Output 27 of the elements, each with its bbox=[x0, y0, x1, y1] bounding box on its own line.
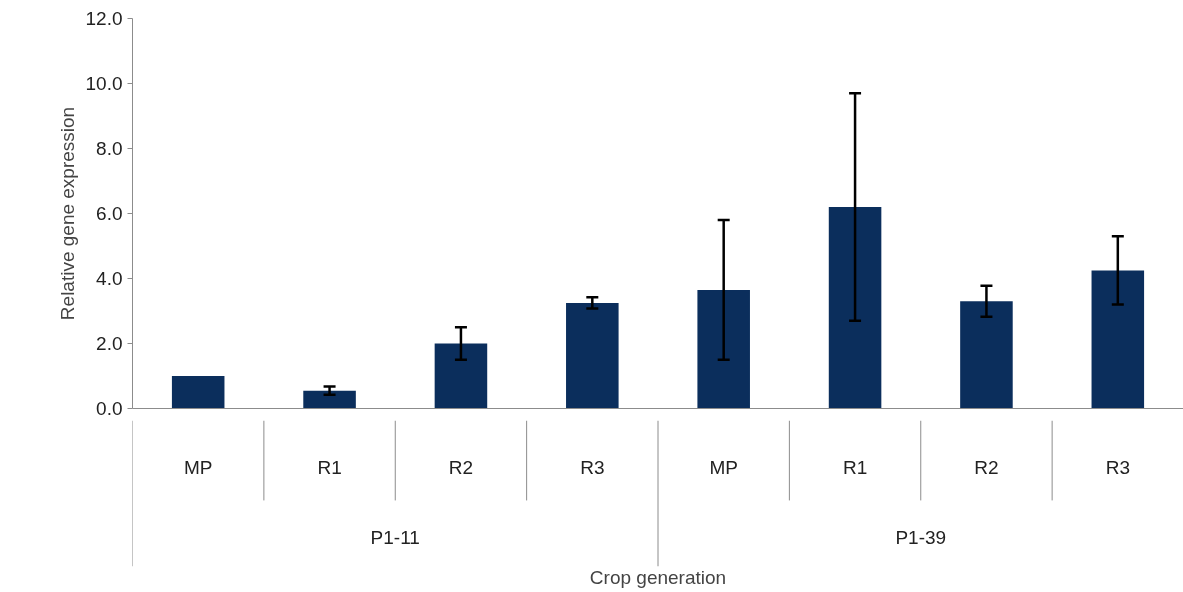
y-tick-label: 10.0 bbox=[85, 73, 123, 94]
bar bbox=[303, 390, 356, 409]
bar bbox=[960, 301, 1013, 409]
x-tick-label: R1 bbox=[317, 456, 342, 478]
bar bbox=[566, 302, 619, 409]
x-tick-label: R2 bbox=[974, 456, 999, 478]
bar bbox=[171, 376, 225, 409]
y-tick-label: 12.0 bbox=[85, 8, 123, 29]
bar bbox=[434, 343, 488, 409]
y-axis-title: Relative gene expression bbox=[56, 106, 78, 321]
y-tick-label: 2.0 bbox=[96, 333, 123, 354]
x-tick-label: R2 bbox=[448, 456, 474, 478]
text: P1-11 bbox=[370, 527, 420, 549]
x-tick-label: R3 bbox=[580, 456, 605, 478]
x-tick-label: MP bbox=[709, 456, 738, 478]
text: P1-39 bbox=[895, 527, 947, 549]
x-axis-title: Crop generation bbox=[589, 566, 727, 588]
bar bbox=[1091, 270, 1145, 409]
y-tick-label: 8.0 bbox=[96, 138, 123, 159]
bar bbox=[828, 207, 882, 409]
bar bbox=[697, 289, 750, 409]
y-tick-label: 4.0 bbox=[96, 268, 123, 289]
x-tick-label: MP bbox=[183, 456, 213, 478]
x-tick-label: R3 bbox=[1105, 456, 1130, 478]
y-tick-label: 6.0 bbox=[96, 203, 123, 224]
x-tick-label: R1 bbox=[842, 456, 868, 478]
y-tick-label: 0.0 bbox=[96, 398, 123, 419]
